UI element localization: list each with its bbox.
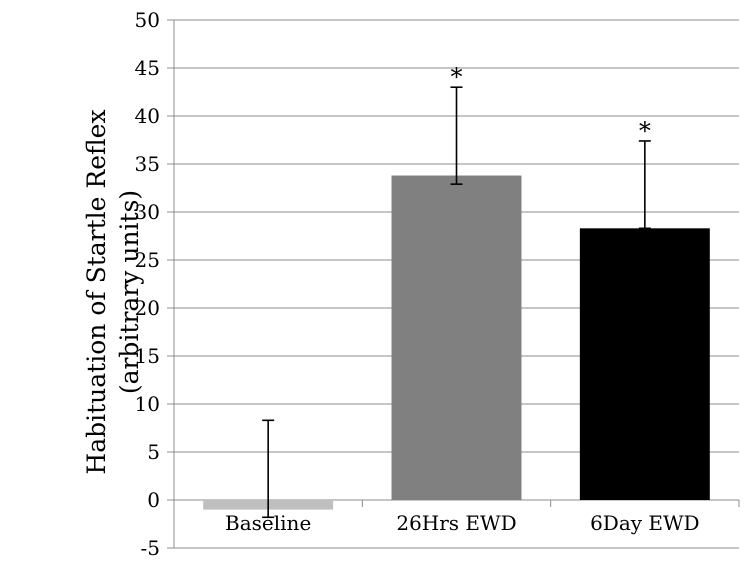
y-tick-label: 45 — [135, 56, 160, 80]
y-tick-label: 35 — [135, 152, 160, 176]
y-tick-label: -5 — [141, 536, 160, 560]
y-axis-label-line2: (arbitrary units) — [115, 190, 144, 394]
bars — [203, 175, 710, 510]
significance-asterisk: * — [639, 117, 651, 145]
bar — [391, 175, 522, 500]
y-tick-label: 25 — [135, 248, 160, 272]
x-tick-label: 26Hrs EWD — [396, 511, 516, 535]
error-bars — [262, 86, 651, 519]
x-tick-label: 6Day EWD — [590, 511, 700, 535]
y-tick-label: 15 — [135, 344, 160, 368]
y-tick-label: 10 — [135, 392, 160, 416]
y-tick-label: 0 — [147, 488, 160, 512]
labels: -5 0 5 10 15 20 25 30 35 40 45 50 Baseline * 26Hrs EWD… — [135, 8, 700, 560]
y-axis-label-line1: Habituation of Startle Reflex — [82, 109, 111, 474]
x-tick-label: Baseline — [225, 511, 311, 535]
significance-asterisk: * — [451, 63, 463, 91]
y-tick-label: 5 — [147, 440, 160, 464]
y-tick-label: 20 — [135, 296, 160, 320]
y-tick-label: 50 — [135, 8, 160, 32]
bar — [579, 228, 710, 500]
y-tick-label: 30 — [135, 200, 160, 224]
y-tick-label: 40 — [135, 104, 160, 128]
